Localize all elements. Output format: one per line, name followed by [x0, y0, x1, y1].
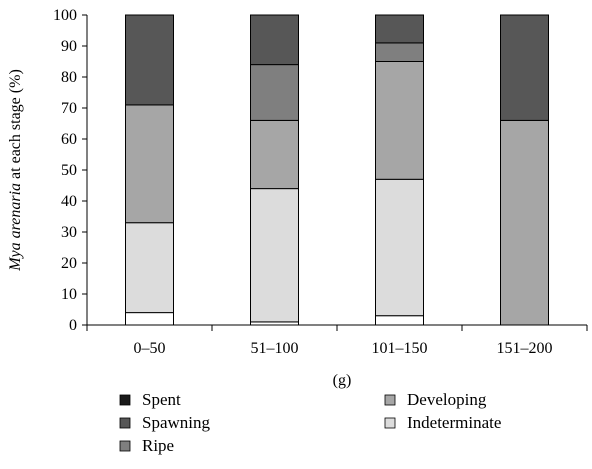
y-axis: 0 10 20 30 40 50 60 70 80 90 100 — [53, 7, 88, 334]
y-axis-label-italic: Mya arenaria — [7, 183, 24, 272]
y-tick-label: 90 — [61, 38, 77, 55]
bar-segment-spawning — [250, 64, 299, 121]
legend: Spent Developing Spawning Indeterminate Ripe — [119, 390, 501, 455]
y-tick-label: 10 — [61, 286, 77, 303]
x-tick-label: 0–50 — [134, 340, 166, 357]
bar-segment-base — [375, 315, 424, 326]
legend-swatch-ripe — [119, 440, 131, 452]
y-tick-label: 50 — [61, 162, 77, 179]
bar-segment-indeterminate — [375, 178, 424, 317]
legend-swatch-developing — [384, 394, 396, 406]
bar-segment-spent — [125, 14, 174, 106]
x-tick-label: 151–200 — [497, 340, 553, 357]
y-tick-label: 30 — [61, 224, 77, 241]
legend-swatch-spent — [119, 394, 131, 406]
bar-segment-spent — [375, 14, 424, 44]
x-axis-label: (g) — [333, 372, 352, 389]
y-tick-label: 80 — [61, 69, 77, 86]
y-tick-label: 20 — [61, 255, 77, 272]
legend-swatch-spawning — [119, 417, 131, 429]
bar-segment-indeterminate — [250, 188, 299, 323]
y-tick-label: 0 — [69, 317, 77, 334]
legend-label-ripe: Ripe — [142, 436, 174, 455]
bar-segment-base — [125, 312, 174, 326]
bar-segment-indeterminate — [125, 222, 174, 314]
y-tick-label: 60 — [61, 131, 77, 148]
bar-segment-developing — [500, 119, 549, 326]
bar-segment-developing — [125, 104, 174, 224]
y-axis-label-rest: at each stage (%) — [7, 69, 24, 183]
legend-label-spawning: Spawning — [142, 413, 211, 432]
bar-segment-spent — [250, 14, 299, 66]
legend-label-developing: Developing — [407, 390, 487, 409]
y-tick-label: 70 — [61, 100, 77, 117]
bar-segment-developing — [375, 61, 424, 180]
bar-segment-spawning — [375, 42, 424, 63]
legend-label-indeterminate: Indeterminate — [407, 413, 501, 432]
bar-segment-spent — [500, 14, 549, 121]
bars — [125, 14, 549, 326]
bar-segment-developing — [250, 119, 299, 190]
y-tick-label: 100 — [53, 7, 77, 24]
legend-label-spent: Spent — [142, 390, 181, 409]
x-tick-label: 101–150 — [372, 340, 428, 357]
y-axis-label: Mya arenaria at each stage (%) — [7, 69, 24, 272]
y-tick-label: 40 — [61, 193, 77, 210]
x-tick-label: 51–100 — [251, 340, 299, 357]
legend-swatch-indeterminate — [384, 417, 396, 429]
x-axis: 0–50 51–100 101–150 151–200 — [86, 324, 588, 357]
